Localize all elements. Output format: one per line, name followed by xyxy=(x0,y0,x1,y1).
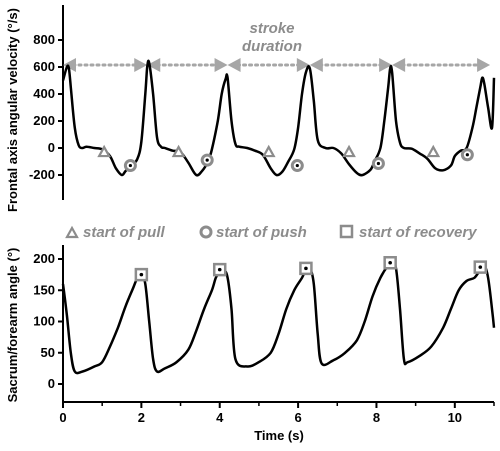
pull-legend-icon xyxy=(65,225,79,239)
x-tick-label: 2 xyxy=(138,410,145,425)
push-marker-dot xyxy=(465,153,469,157)
top-y-tick-label: -200 xyxy=(29,167,55,182)
bottom-markers xyxy=(134,256,488,282)
pull-marker xyxy=(426,144,441,158)
recovery-marker-dot xyxy=(139,272,144,277)
recovery-legend-label: start of recovery xyxy=(359,224,477,241)
stroke-duration-arrows xyxy=(63,58,491,72)
recovery-legend-icon xyxy=(339,224,354,239)
push-legend-icon xyxy=(199,225,213,239)
bottom-y-ticks: 200 150 100 50 0 xyxy=(33,251,63,391)
push-marker-dot xyxy=(376,161,381,166)
top-markers xyxy=(97,144,474,173)
x-ticks: 0 2 4 6 8 10 xyxy=(59,402,495,425)
bottom-y-tick-label: 100 xyxy=(33,314,55,329)
bottom-y-tick-label: 200 xyxy=(33,251,55,266)
top-y-axis-label: Frontal axis angular velocity (°/s) xyxy=(5,8,20,212)
x-tick-label: 8 xyxy=(373,410,380,425)
angular-velocity-line xyxy=(61,59,496,177)
bottom-y-tick-label: 0 xyxy=(48,376,55,391)
recovery-marker-dot xyxy=(478,265,483,269)
arrowhead-left xyxy=(392,58,406,72)
x-tick-label: 10 xyxy=(448,410,462,425)
arrowhead-left xyxy=(227,58,241,72)
push-marker-dot xyxy=(128,163,132,168)
pull-marker xyxy=(342,144,356,158)
push-legend-label: start of push xyxy=(216,224,307,241)
pull-marker xyxy=(171,144,186,158)
arrowhead-right xyxy=(477,58,491,72)
legend: start of pull start of push start of rec… xyxy=(65,224,477,241)
x-tick-label: 0 xyxy=(59,410,66,425)
arrowhead-right xyxy=(379,58,393,72)
top-y-tick-label: 600 xyxy=(33,59,55,74)
recovery-marker-dot xyxy=(304,266,308,271)
top-panel: 800 600 400 200 0 -200 Frontal axis angular v… xyxy=(5,5,496,212)
sacrum-forearm-angle-line xyxy=(61,261,496,375)
top-y-ticks: 800 600 400 200 0 -200 xyxy=(29,32,63,182)
pull-marker xyxy=(97,144,112,158)
arrowhead-left xyxy=(309,58,323,72)
arrowhead-left xyxy=(147,58,161,72)
recovery-marker-dot xyxy=(388,260,392,265)
top-y-tick-label: 0 xyxy=(48,140,55,155)
arrowhead-left xyxy=(63,58,76,72)
push-marker-dot xyxy=(295,163,299,168)
x-axis-label: Time (s) xyxy=(254,428,304,443)
stroke-duration-label-line1: stroke xyxy=(249,20,294,37)
arrowhead-right xyxy=(296,58,310,72)
arrowhead-right xyxy=(134,58,148,72)
bottom-y-axis-label: Sacrum/forearm angle (°) xyxy=(5,248,20,403)
recovery-marker-dot xyxy=(217,267,222,272)
top-y-tick-label: 400 xyxy=(33,86,55,101)
arrowhead-right xyxy=(214,58,228,72)
stroke-duration-label-line2: duration xyxy=(242,38,302,55)
bottom-panel: 200 150 100 50 0 0 2 4 6 8 10 Sacrum/forearm angl… xyxy=(5,245,496,443)
bottom-y-tick-label: 50 xyxy=(41,345,55,360)
x-tick-label: 6 xyxy=(294,410,301,425)
push-marker-dot xyxy=(205,158,209,162)
pull-marker xyxy=(261,144,276,158)
top-y-tick-label: 800 xyxy=(33,32,55,47)
top-y-tick-label: 200 xyxy=(33,113,55,128)
pull-legend-label: start of pull xyxy=(83,224,165,241)
bottom-y-tick-label: 150 xyxy=(33,282,55,297)
x-tick-label: 4 xyxy=(216,410,224,425)
